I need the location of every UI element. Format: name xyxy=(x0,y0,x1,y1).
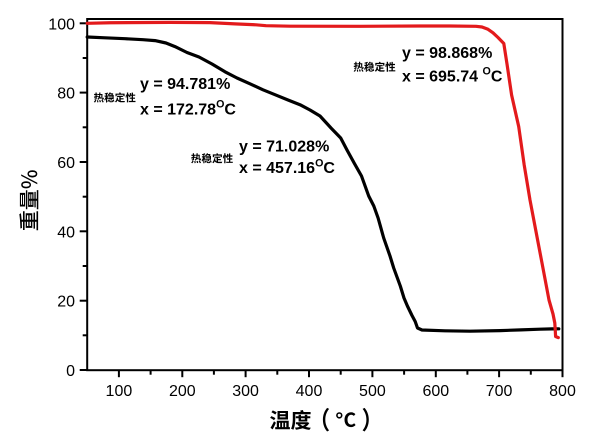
svg-text:y = 98.868%: y = 98.868% xyxy=(402,45,492,62)
svg-text:400: 400 xyxy=(296,383,323,400)
svg-text:80: 80 xyxy=(57,86,75,103)
svg-text:0: 0 xyxy=(66,363,75,380)
svg-text:200: 200 xyxy=(169,383,196,400)
svg-text:y = 94.781%: y = 94.781% xyxy=(140,76,230,93)
svg-text:100: 100 xyxy=(106,383,133,400)
svg-text:500: 500 xyxy=(359,383,386,400)
svg-text:40: 40 xyxy=(57,224,75,241)
svg-text:x = 695.74 OC: x = 695.74 OC xyxy=(402,66,503,86)
svg-text:x = 172.78OC: x = 172.78OC xyxy=(140,99,236,119)
svg-text:600: 600 xyxy=(422,383,449,400)
svg-text:700: 700 xyxy=(486,383,513,400)
svg-text:20: 20 xyxy=(57,294,75,311)
svg-text:y = 71.028%: y = 71.028% xyxy=(239,138,329,155)
svg-text:300: 300 xyxy=(232,383,259,400)
svg-text:800: 800 xyxy=(549,383,576,400)
svg-text:60: 60 xyxy=(57,155,75,172)
svg-text:100: 100 xyxy=(48,16,75,33)
svg-text:x = 457.16OC: x = 457.16OC xyxy=(239,157,335,177)
